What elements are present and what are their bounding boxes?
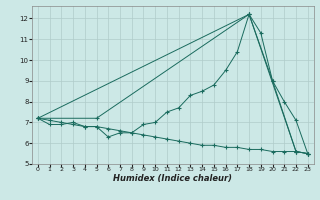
X-axis label: Humidex (Indice chaleur): Humidex (Indice chaleur) — [113, 174, 232, 183]
